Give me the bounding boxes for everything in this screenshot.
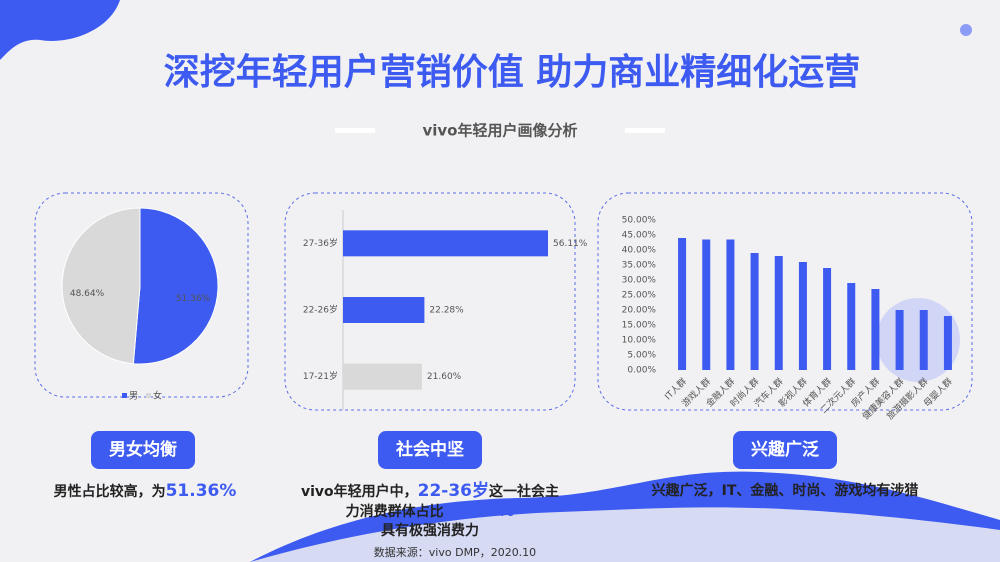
bar: [919, 310, 928, 370]
decor-bar: [335, 128, 375, 133]
data-label: 48.64%: [70, 289, 105, 299]
caption-line: vivo年轻用户中，22-36岁这一社会主: [280, 482, 580, 502]
legend-swatch: [122, 393, 127, 398]
caption-line: 具有极强消费力: [280, 522, 580, 541]
subtitle: vivo年轻用户画像分析: [422, 122, 577, 140]
decor-wave-light: [250, 507, 1000, 562]
slide-title: 深挖年轻用户营销价值 助力商业精细化运营: [164, 52, 861, 93]
bar: [847, 283, 856, 370]
bar: [343, 297, 425, 323]
y-tick-label: 45.00%: [622, 231, 657, 241]
decor-dot: [960, 24, 972, 36]
badge: [378, 431, 482, 469]
caption-text: 具有极强消费力: [381, 523, 479, 539]
data-label: 22.28%: [429, 306, 464, 316]
category-label: 27-36岁: [303, 237, 338, 249]
decor-blob: [0, 0, 120, 60]
bar: [895, 310, 904, 370]
data-label: 51.36%: [176, 294, 211, 304]
pie-slice: [132, 207, 219, 365]
badge: [91, 431, 195, 469]
data-label: 21.60%: [427, 372, 462, 382]
decor-bar: [625, 128, 665, 133]
bar: [702, 239, 711, 370]
bar: [343, 363, 422, 390]
y-tick-label: 35.00%: [622, 261, 657, 271]
y-tick-label: 15.00%: [622, 321, 657, 331]
category-label: 17-21岁: [303, 370, 338, 382]
bar: [798, 262, 807, 370]
bar: [750, 253, 759, 370]
caption: 男性占比较高，为51.36%: [20, 482, 270, 502]
bar: [343, 230, 548, 257]
bar: [943, 316, 952, 370]
y-tick-label: 50.00%: [622, 216, 657, 226]
panel-frame: [597, 192, 973, 411]
y-tick-label: 30.00%: [622, 276, 657, 286]
bar: [726, 239, 735, 370]
caption-text: vivo年轻用户中，: [300, 484, 418, 500]
bar: [871, 289, 880, 370]
data-label: 56.11%: [553, 239, 588, 249]
caption-highlight: 22-36岁: [417, 481, 490, 501]
y-tick-label: 25.00%: [622, 291, 657, 301]
caption-text: 这一社会主: [489, 484, 560, 500]
y-tick-label: 0.00%: [627, 366, 656, 376]
legend-swatch: [146, 393, 151, 398]
caption: vivo年轻用户中，22-36岁这一社会主 力消费群体占比78.39% 具有极强…: [280, 482, 580, 541]
pie-slice: [61, 207, 141, 365]
bar: [823, 268, 832, 370]
bar: [678, 238, 687, 370]
legend-label: 男: [129, 391, 138, 402]
source: 数据来源：vivo DMP，2020.10: [373, 546, 537, 559]
caption-highlight: 78.39%: [443, 501, 515, 521]
category-label: 22-26岁: [303, 304, 338, 316]
badge-label: 兴趣广泛: [751, 439, 819, 460]
y-tick-label: 40.00%: [622, 246, 657, 256]
y-tick-label: 10.00%: [622, 336, 657, 346]
badge-label: 男女均衡: [109, 439, 177, 460]
caption-highlight: 51.36%: [165, 481, 237, 501]
y-tick-label: 5.00%: [627, 351, 656, 361]
bar: [774, 256, 783, 370]
badge: [733, 431, 837, 469]
y-tick-label: 20.00%: [622, 306, 657, 316]
caption-text: 男性占比较高，为: [53, 484, 166, 500]
panel-frame: [284, 192, 576, 411]
caption-text: 力消费群体占比: [345, 504, 444, 520]
panel-frame: [34, 192, 249, 398]
legend-label: 女: [153, 390, 162, 402]
caption-text: 兴趣广泛，IT、金融、时尚、游戏均有涉猎: [651, 483, 919, 499]
caption-line: 力消费群体占比78.39%: [280, 502, 580, 522]
caption: 兴趣广泛，IT、金融、时尚、游戏均有涉猎: [620, 482, 950, 501]
badge-label: 社会中坚: [395, 439, 464, 460]
